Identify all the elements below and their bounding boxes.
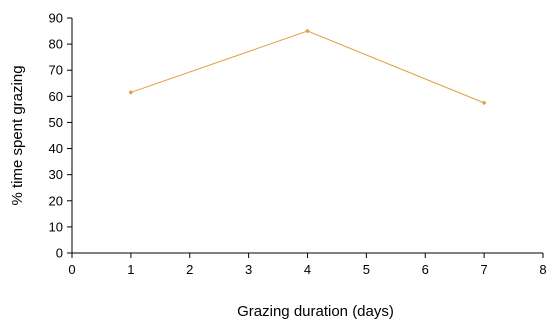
y-tick-label: 80: [49, 37, 63, 52]
series-layer: [128, 28, 487, 106]
y-tick-label: 0: [56, 246, 63, 261]
y-tick-label: 20: [49, 193, 63, 208]
x-tick-label: 8: [539, 262, 546, 277]
x-tick-label: 7: [481, 262, 488, 277]
x-tick-label: 6: [422, 262, 429, 277]
y-tick-label: 70: [49, 63, 63, 78]
x-tick-label: 3: [245, 262, 252, 277]
x-tick-label: 5: [363, 262, 370, 277]
x-tick-label: 1: [127, 262, 134, 277]
y-tick-label: 30: [49, 167, 63, 182]
x-tick-label: 4: [304, 262, 311, 277]
data-point: [481, 100, 487, 106]
y-axis-title: % time spent grazing: [9, 65, 26, 205]
x-tick-label: 0: [68, 262, 75, 277]
y-tick-label: 60: [49, 89, 63, 104]
y-tick-label: 40: [49, 141, 63, 156]
y-tick-label: 90: [49, 11, 63, 26]
data-point: [128, 90, 134, 95]
x-tick-label: 2: [186, 262, 193, 277]
y-axis-ticks: 0 10 20 30 40 50 60 70 80 90: [49, 11, 72, 261]
y-tick-label: 10: [49, 219, 63, 234]
y-tick-label: 50: [49, 115, 63, 130]
x-axis-ticks: 0 1 2 3 4 5 6 7 8: [68, 253, 547, 277]
series-line: [130, 30, 485, 104]
x-axis-title: Grazing duration (days): [237, 303, 394, 320]
data-point: [305, 28, 310, 34]
